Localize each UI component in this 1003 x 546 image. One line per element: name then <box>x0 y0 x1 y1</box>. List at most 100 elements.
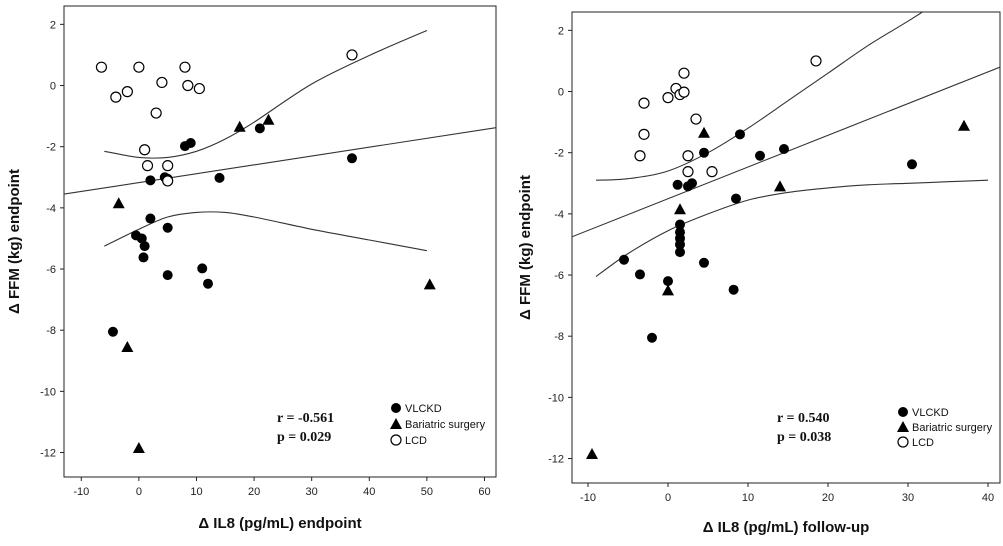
x-axis-title: Δ IL8 (pg/mL) endpoint <box>198 515 361 532</box>
lcd-point <box>110 91 122 103</box>
y-axis-title: Δ FFM (kg) endpoint <box>517 175 534 320</box>
lcd-point <box>638 97 650 109</box>
x-tick-label: 0 <box>665 492 671 504</box>
lcd-point <box>150 107 162 119</box>
lcd-point <box>810 55 822 67</box>
legend-marker <box>897 421 909 432</box>
legend: VLCKD Bariatric surgery LCD <box>390 403 486 447</box>
vlckd-point <box>728 284 739 295</box>
vlckd-point <box>136 233 147 244</box>
lcd-point <box>156 76 168 89</box>
lcd-point <box>682 166 694 178</box>
lcd-point <box>182 79 194 92</box>
lcd-point <box>678 86 690 98</box>
legend-marker <box>898 407 908 417</box>
bariatric-surgery-point <box>423 278 436 290</box>
x-tick-label: 10 <box>190 486 202 498</box>
vlckd-point <box>675 219 685 230</box>
lcd-point <box>682 150 694 162</box>
legend-label: Bariatric surgery <box>912 422 993 434</box>
bariatric-surgery-point <box>586 447 598 459</box>
lcd-point <box>121 86 133 98</box>
bariatric-surgery-point <box>262 113 275 125</box>
y-tick-label: -2 <box>46 142 56 154</box>
y-tick-label: 0 <box>50 81 56 93</box>
lcd-point <box>638 128 650 140</box>
data-points <box>95 49 436 453</box>
y-tick-label: -4 <box>46 203 56 215</box>
p-value: p = 0.029 <box>277 430 331 445</box>
y-tick-label: -8 <box>46 325 56 337</box>
plot-area <box>63 5 497 478</box>
vlckd-point <box>731 193 741 204</box>
vlckd-point <box>347 153 357 164</box>
fit-line <box>64 127 496 195</box>
x-tick-label: 40 <box>982 492 994 504</box>
x-tick-label: -10 <box>580 492 596 504</box>
vlckd-point <box>672 179 683 190</box>
legend-marker <box>390 418 402 429</box>
lcd-point <box>179 61 191 73</box>
x-axis-title: Δ IL8 (pg/mL) follow-up <box>703 519 870 536</box>
left-scatter-panel: -10 0 10 20 30 40 50 60 2 0 -2 -4 -6 -8 -10 -12 Δ IL8 (p… <box>0 0 500 541</box>
vlckd-point <box>699 147 709 158</box>
bariatric-surgery-point <box>662 284 674 296</box>
lcd-point <box>678 67 690 79</box>
y-tick-label: -12 <box>40 448 56 460</box>
legend-label: LCD <box>405 435 427 447</box>
ci-upper-curve <box>595 12 924 181</box>
r-value: r = -0.561 <box>277 411 334 426</box>
vlckd-point <box>675 239 685 250</box>
vlckd-point <box>635 269 645 280</box>
lcd-point <box>133 61 145 73</box>
lcd-point <box>95 61 108 73</box>
x-tick-label: 10 <box>742 492 754 504</box>
y-axis-title: Δ FFM (kg) endpoint <box>6 169 23 314</box>
bariatric-surgery-point <box>132 441 145 453</box>
legend-marker <box>897 436 909 448</box>
regression-lines <box>64 29 496 252</box>
y-tick-label: -8 <box>554 331 564 343</box>
vlckd-point <box>675 247 685 258</box>
x-tick-label: 50 <box>421 486 433 498</box>
bariatric-surgery-point <box>674 203 686 215</box>
lcd-point <box>162 160 174 172</box>
vlckd-point <box>735 129 745 140</box>
x-tick-label: 30 <box>306 486 318 498</box>
lcd-point <box>690 113 702 125</box>
lcd-point <box>346 49 358 61</box>
x-tick-label: 40 <box>363 486 375 498</box>
x-tick-label: 30 <box>902 492 914 504</box>
vlckd-point <box>907 159 917 170</box>
vlckd-point <box>647 332 657 343</box>
vlckd-point <box>687 178 697 189</box>
y-tick-label: -2 <box>554 148 564 160</box>
y-tick-label: 2 <box>558 25 564 37</box>
right-scatter-panel: -10 0 10 20 30 40 2 0 -2 -4 -6 -8 -10 -12 Δ IL8 (pg/mL… <box>502 0 1003 541</box>
y-tick-label: -10 <box>548 392 564 404</box>
legend-label: LCD <box>912 437 934 449</box>
bariatric-surgery-point <box>958 119 970 131</box>
legend-marker <box>391 403 401 413</box>
lcd-point <box>193 82 205 95</box>
y-tick-label: 0 <box>558 87 564 99</box>
y-tick-label: -12 <box>548 454 564 466</box>
bariatric-surgery-point <box>233 120 246 132</box>
vlckd-point <box>779 144 789 155</box>
x-tick-label: 20 <box>822 492 834 504</box>
data-points <box>586 55 970 459</box>
ci-lower-curve <box>104 211 428 252</box>
vlckd-point <box>145 175 156 186</box>
bariatric-surgery-point <box>774 180 786 192</box>
vlckd-point <box>145 213 156 224</box>
x-tick-label: 0 <box>136 486 142 498</box>
vlckd-point <box>203 278 213 289</box>
lcd-point <box>634 150 646 162</box>
vlckd-point <box>254 123 265 134</box>
ci-lower-curve <box>595 179 989 278</box>
legend-marker <box>390 434 402 446</box>
vlckd-point <box>185 138 196 149</box>
vlckd-point <box>197 263 208 274</box>
